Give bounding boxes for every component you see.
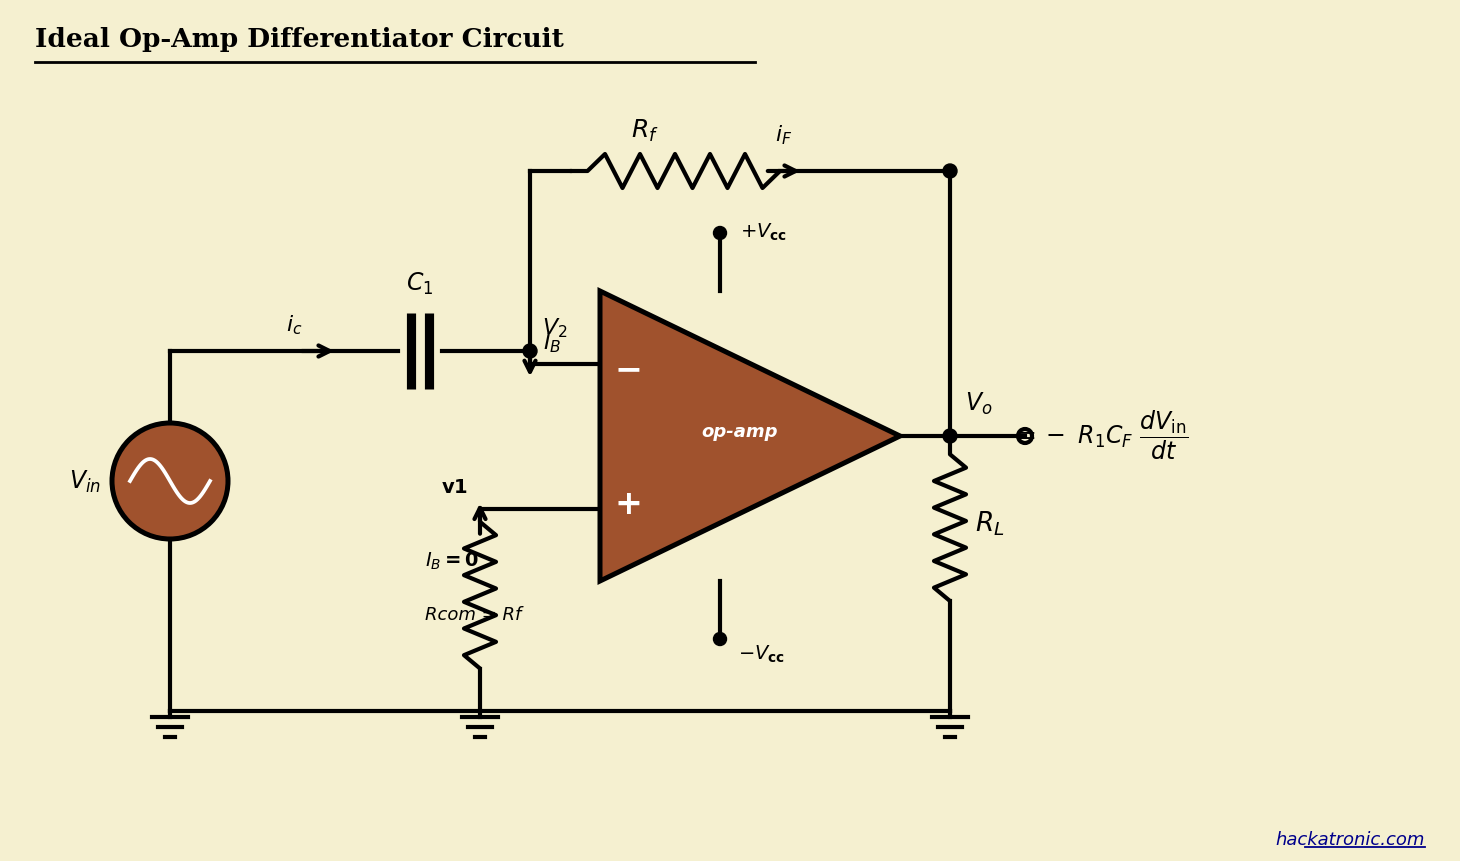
Circle shape <box>714 633 727 646</box>
Text: $i_c$: $i_c$ <box>286 313 302 337</box>
Text: Ideal Op-Amp Differentiator Circuit: Ideal Op-Amp Differentiator Circuit <box>35 28 564 53</box>
Text: $+V_{\mathbf{cc}}$: $+V_{\mathbf{cc}}$ <box>740 221 787 242</box>
Circle shape <box>714 227 727 240</box>
Circle shape <box>523 344 537 358</box>
Text: $V_2$: $V_2$ <box>542 316 568 339</box>
Text: $I_B$: $I_B$ <box>543 331 561 355</box>
Text: $V_{in}$: $V_{in}$ <box>69 468 101 494</box>
Text: $\mathbf{v1}$: $\mathbf{v1}$ <box>441 478 469 497</box>
Text: $I_B\mathbf{= 0}$: $I_B\mathbf{= 0}$ <box>425 550 479 572</box>
Circle shape <box>943 430 956 443</box>
Text: +: + <box>615 487 642 520</box>
Text: op-amp: op-amp <box>702 423 778 441</box>
Text: $= -\ R_1 C_F\ \dfrac{dV_{\mathrm{in}}}{dt}$: $= -\ R_1 C_F\ \dfrac{dV_{\mathrm{in}}}{… <box>1012 408 1188 461</box>
Circle shape <box>112 424 228 539</box>
Text: $V_o$: $V_o$ <box>965 390 993 417</box>
Text: hackatronic.com: hackatronic.com <box>1276 830 1425 848</box>
Text: −: − <box>615 353 642 386</box>
Text: $-V_{\mathbf{cc}}$: $-V_{\mathbf{cc}}$ <box>737 642 785 664</box>
Text: $C_1$: $C_1$ <box>406 270 434 297</box>
Circle shape <box>943 164 956 179</box>
Polygon shape <box>600 292 899 581</box>
Text: $R_L$: $R_L$ <box>975 509 1004 537</box>
Text: $i_F$: $i_F$ <box>775 123 793 147</box>
Text: Rcom = Rf: Rcom = Rf <box>425 604 521 623</box>
Text: $R_f$: $R_f$ <box>631 118 658 144</box>
